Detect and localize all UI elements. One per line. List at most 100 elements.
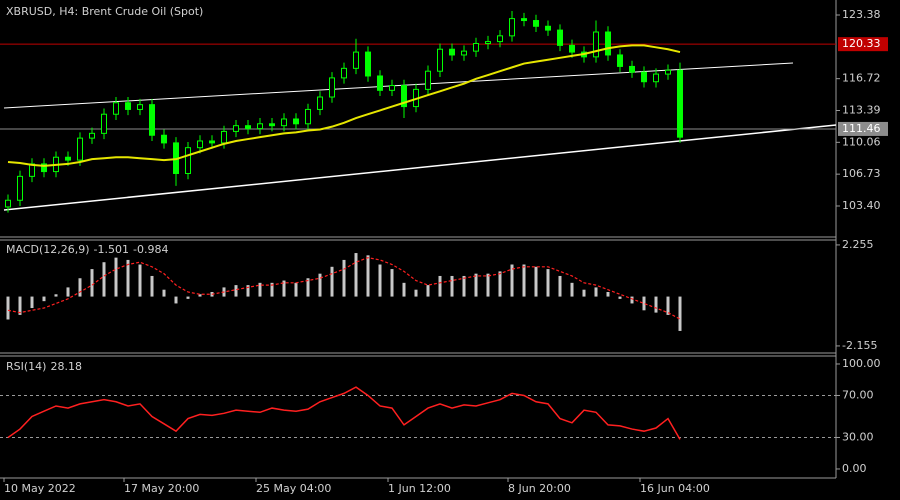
candle-body [509, 18, 515, 37]
candle-body [305, 108, 311, 125]
candle-body [269, 123, 275, 127]
y-tick-label: 116.72 [842, 72, 881, 85]
candle-body [497, 35, 503, 43]
candle-body [89, 132, 95, 139]
macd-bar [186, 296, 190, 299]
candle-body [353, 51, 359, 69]
macd-bar [174, 296, 178, 304]
macd-bar [246, 285, 250, 297]
macd-bar [54, 294, 58, 297]
y-tick-label: 0.00 [842, 462, 867, 475]
legend-part: RSI(14) [6, 360, 46, 373]
candle-body [221, 130, 227, 144]
macd-bar [414, 289, 418, 297]
candle-body [605, 31, 611, 56]
macd-bar [354, 253, 358, 297]
x-tick-label: 16 Jun 04:00 [640, 482, 710, 495]
chart-title: XBRUSD, H4: Brent Crude Oil (Spot) [6, 5, 203, 18]
candle-body [641, 71, 647, 83]
macd-bar [462, 275, 466, 297]
macd-bar [582, 289, 586, 297]
legend-part: -0.984 [133, 243, 168, 256]
candle-body [557, 29, 563, 46]
candle-body [317, 96, 323, 110]
candle-body [377, 75, 383, 91]
candle-body [149, 104, 155, 136]
candle-body [281, 118, 287, 127]
signal-line [7, 257, 681, 320]
macd-bar [294, 282, 298, 297]
macd-bar [402, 282, 406, 297]
y-tick-label: 30.00 [842, 430, 874, 443]
candle-body [629, 65, 635, 73]
macd-bar [18, 296, 22, 315]
candle-body [101, 113, 107, 134]
macd-bar [162, 289, 166, 297]
candle-body [17, 175, 23, 201]
macd-bar [366, 255, 370, 297]
candle-body [533, 20, 539, 27]
candle-body [137, 104, 143, 110]
candle-body [569, 44, 575, 53]
y-tick-label: 2.255 [842, 238, 874, 251]
macd-bar [474, 273, 478, 297]
trendline [3, 62, 794, 109]
macd-bar [642, 296, 646, 311]
y-tick-label: 106.73 [842, 167, 881, 180]
macd-bar [498, 271, 502, 297]
y-tick-label: 113.39 [842, 103, 881, 116]
candle-body [521, 18, 527, 22]
candle-body [329, 77, 335, 98]
legend-part: MACD(12,26,9) [6, 243, 90, 256]
macd-bar [30, 296, 34, 309]
macd-bar [534, 266, 538, 297]
candle-body [545, 25, 551, 31]
macd-bar [282, 280, 286, 297]
macd-bar [342, 259, 346, 297]
macd-bar [510, 264, 514, 297]
candle-body [197, 140, 203, 149]
macd-bar [654, 296, 658, 313]
price-level-label: 120.33 [842, 37, 881, 50]
x-tick-label: 1 Jun 12:00 [388, 482, 451, 495]
macd-bar [90, 269, 94, 297]
moving-average [7, 44, 681, 167]
macd-bar [198, 294, 202, 297]
x-tick-label: 10 May 2022 [4, 482, 76, 495]
y-tick-label: 110.06 [842, 135, 881, 148]
macd-bar [318, 273, 322, 297]
candle-body [125, 102, 131, 110]
panel-legend: MACD(12,26,9) -1.501 -0.984 [6, 243, 168, 256]
candle-body [425, 70, 431, 90]
candle-body [593, 31, 599, 58]
price-level-label: 111.46 [842, 122, 881, 135]
candle-body [233, 125, 239, 132]
macd-bar [138, 264, 142, 297]
macd-bar [594, 287, 598, 297]
candle-body [113, 102, 119, 115]
candle-body [5, 199, 11, 208]
candle-body [341, 67, 347, 79]
candle-body [677, 69, 683, 138]
candle-body [245, 125, 251, 130]
candle-body [185, 147, 191, 174]
x-tick-label: 17 May 20:00 [124, 482, 199, 495]
candle-body [41, 163, 47, 173]
macd-bar [66, 287, 70, 297]
candle-body [473, 42, 479, 52]
trendline [3, 124, 837, 211]
y-tick-label: -2.155 [842, 339, 877, 352]
candle-body [449, 48, 455, 56]
macd-bar [606, 291, 610, 297]
macd-bar [546, 269, 550, 297]
macd-bar [6, 296, 10, 320]
macd-bar [78, 278, 82, 297]
candle-body [437, 48, 443, 72]
macd-bar [102, 262, 106, 297]
candle-body [401, 85, 407, 108]
candle-body [365, 51, 371, 77]
macd-bar [450, 275, 454, 297]
